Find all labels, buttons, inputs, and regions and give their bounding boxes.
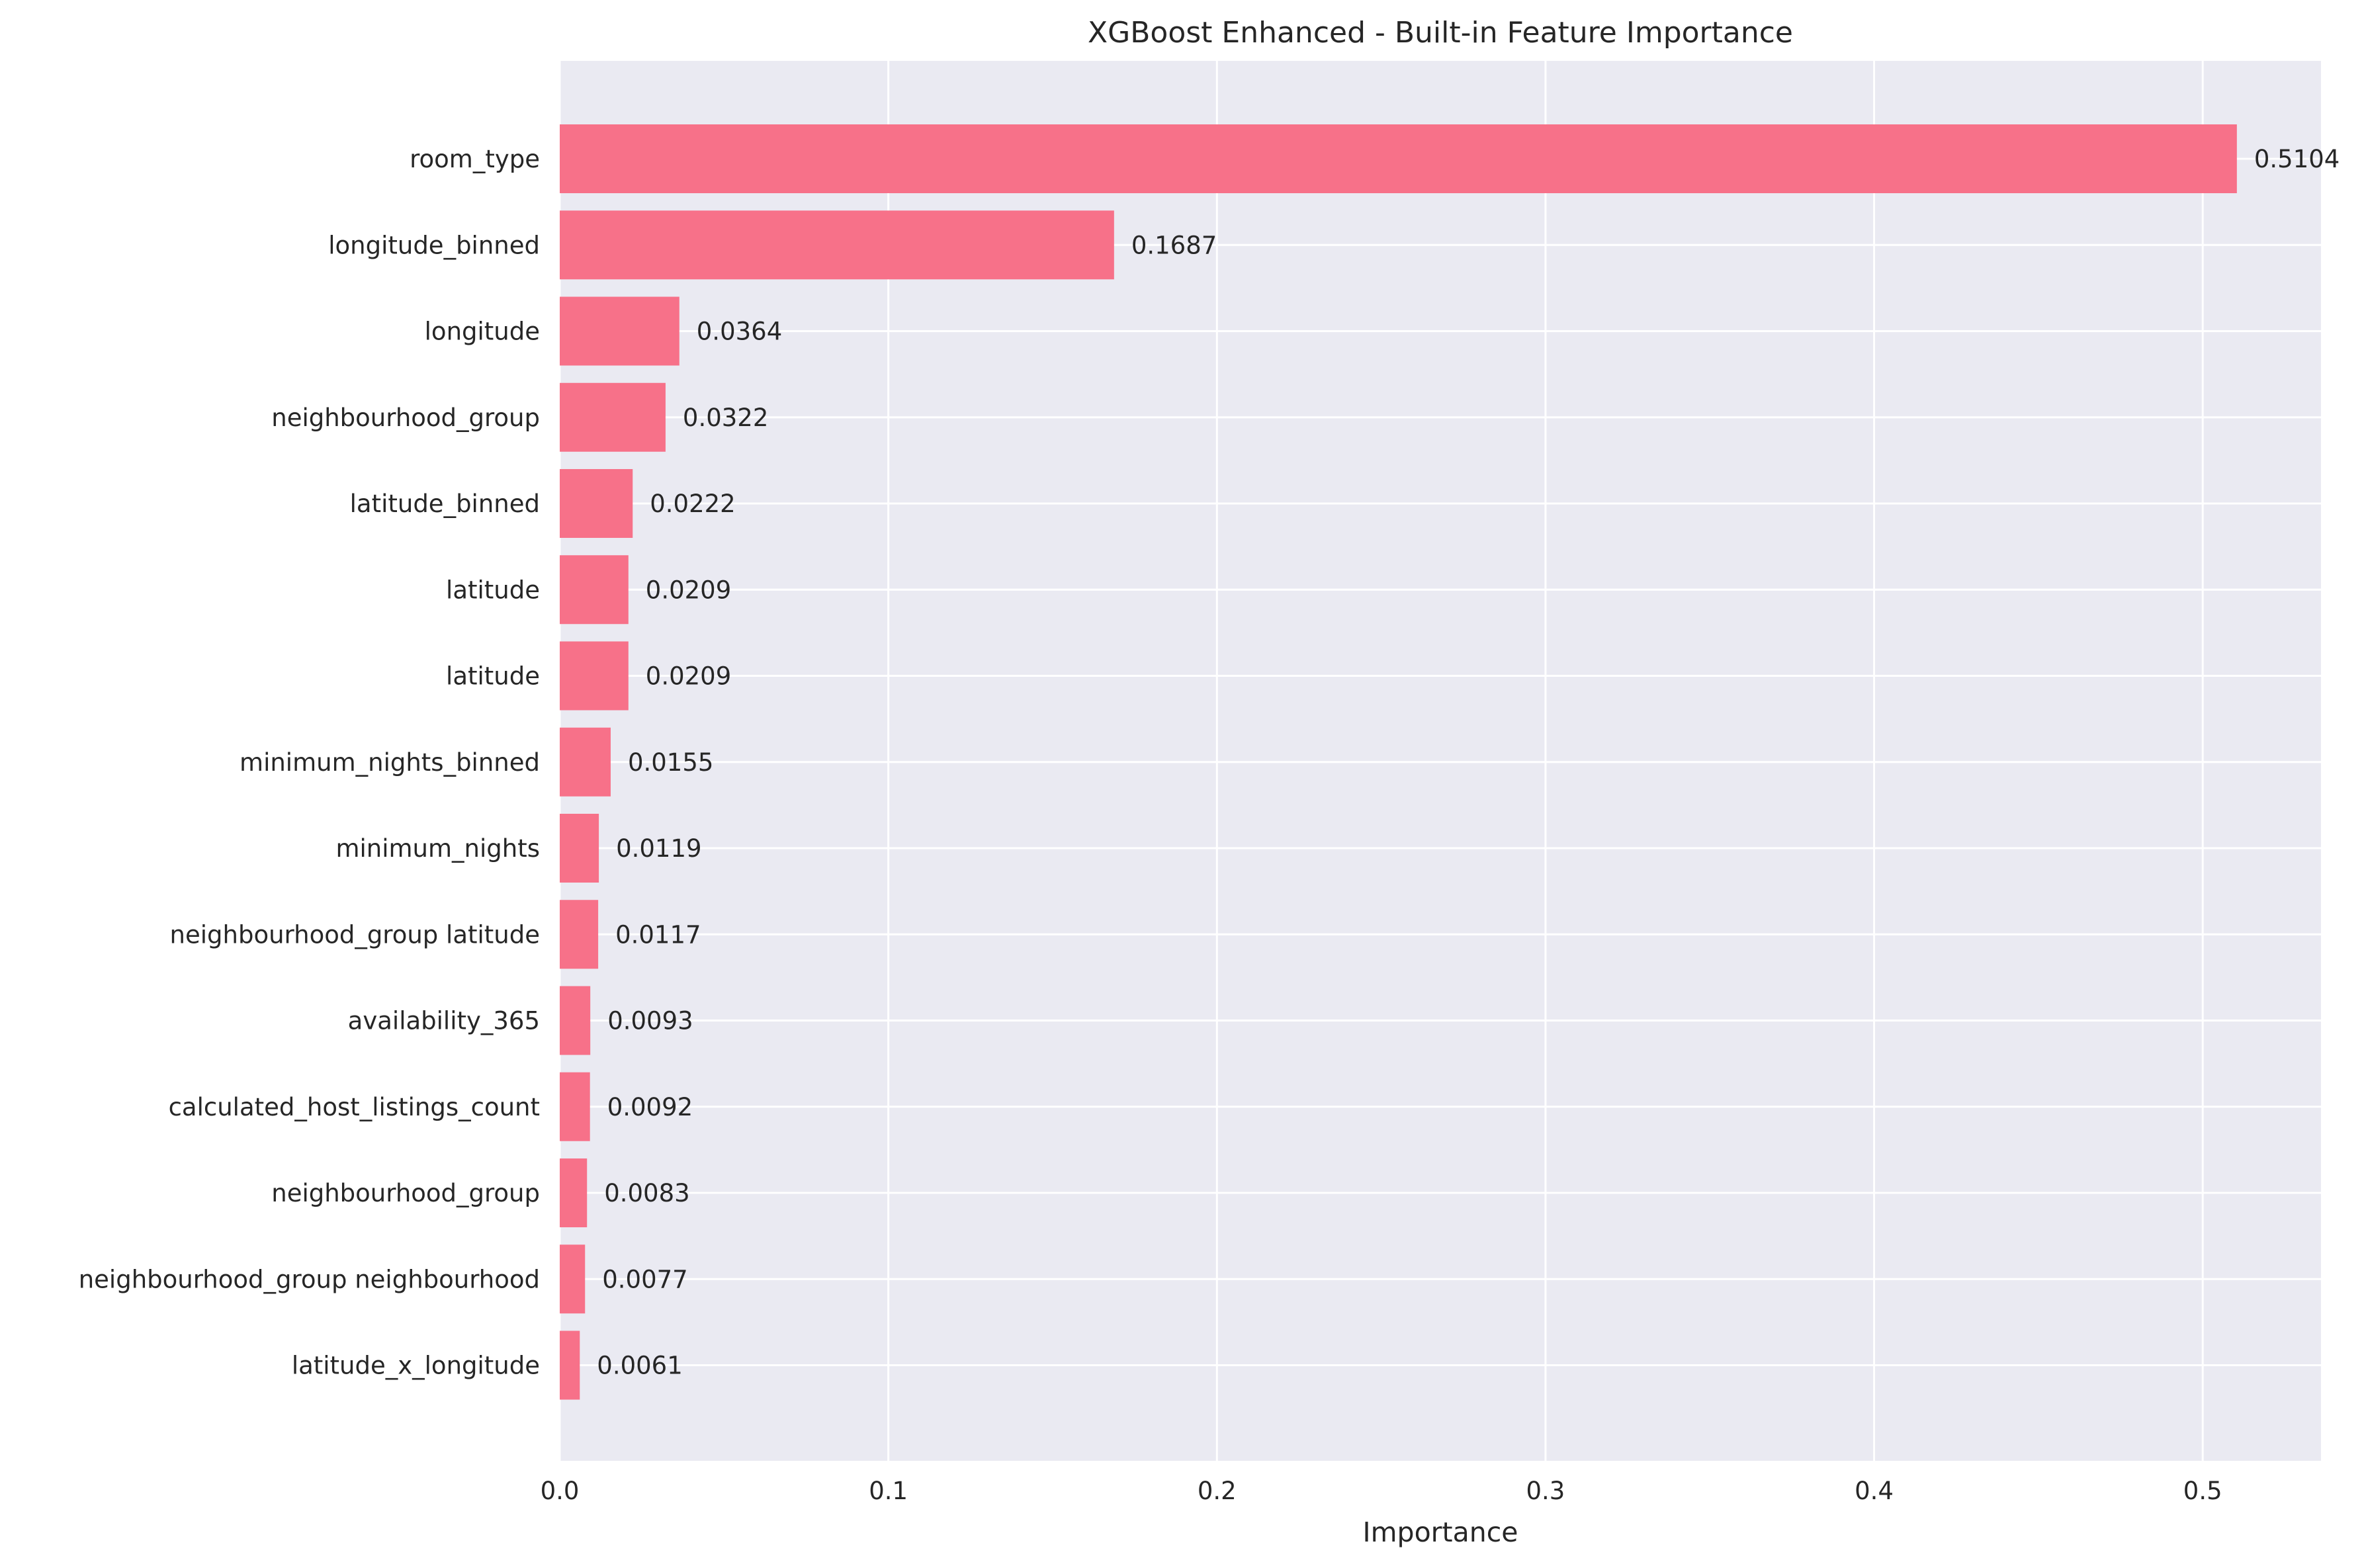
category-label: longitude	[425, 318, 540, 346]
bar	[560, 814, 599, 883]
bar-value-label: 0.0119	[616, 834, 701, 863]
bar	[560, 555, 629, 625]
bar-value-label: 0.0209	[646, 576, 731, 604]
x-tick-labels: 0.0 0.1 0.2 0.3 0.4 0.5	[541, 1477, 2222, 1505]
category-label: latitude_x_longitude	[292, 1352, 540, 1380]
category-label: neighbourhood_group latitude	[170, 920, 540, 949]
x-tick-label: 0.3	[1526, 1477, 1565, 1505]
x-tick-label: 0.4	[1855, 1477, 1894, 1505]
category-label: minimum_nights	[335, 834, 540, 863]
bar-value-label: 0.0061	[597, 1352, 682, 1380]
bar	[560, 210, 1114, 280]
bars	[560, 124, 2237, 1400]
bar	[560, 986, 591, 1055]
bar-value-label: 0.0209	[646, 662, 731, 691]
bar-value-label: 0.0364	[697, 318, 782, 346]
plot-area	[560, 61, 2321, 1461]
bar-value-label: 0.0092	[607, 1093, 693, 1121]
bar-value-label: 0.0155	[628, 748, 713, 777]
bar	[560, 1072, 590, 1141]
bar-value-label: 0.0117	[615, 920, 701, 949]
category-label: calculated_host_listings_count	[169, 1093, 540, 1121]
x-axis-title: Importance	[1363, 1516, 1518, 1548]
x-tick-label: 0.1	[869, 1477, 908, 1505]
chart-title: XGBoost Enhanced - Built-in Feature Impo…	[1088, 16, 1793, 50]
x-tick-label: 0.2	[1198, 1477, 1237, 1505]
category-label: minimum_nights_binned	[240, 748, 540, 777]
value-labels: 0.5104 0.1687 0.0364 0.0322 0.0222 0.0209 0.02…	[597, 145, 2340, 1380]
category-label: longitude_binned	[328, 231, 540, 259]
bar-value-label: 0.0322	[683, 404, 768, 432]
bar-value-label: 0.0077	[602, 1265, 687, 1293]
category-label: latitude_binned	[350, 490, 540, 518]
bar	[560, 727, 611, 797]
bar	[560, 900, 599, 969]
bar-value-label: 0.5104	[2254, 145, 2340, 173]
bar-value-label: 0.0093	[607, 1007, 693, 1035]
bar	[560, 641, 629, 711]
bar	[560, 382, 666, 452]
category-label: latitude	[446, 662, 540, 691]
bar	[560, 1158, 588, 1227]
bar	[560, 124, 2237, 193]
x-tick-label: 0.0	[541, 1477, 580, 1505]
category-label: latitude	[446, 576, 540, 604]
bar	[560, 296, 679, 366]
bar	[560, 1330, 580, 1400]
bar-value-label: 0.1687	[1131, 231, 1217, 259]
category-label: availability_365	[348, 1007, 540, 1035]
category-label: room_type	[410, 145, 540, 173]
bar	[560, 469, 633, 538]
bar-value-label: 0.0083	[604, 1179, 689, 1207]
category-label: neighbourhood_group	[271, 404, 540, 432]
bar	[560, 1244, 586, 1314]
category-label: neighbourhood_group	[271, 1179, 540, 1207]
category-label: neighbourhood_group neighbourhood	[79, 1265, 540, 1293]
bar-value-label: 0.0222	[650, 490, 735, 518]
category-labels: room_type longitude_binned longitude neighb…	[79, 145, 540, 1380]
x-tick-label: 0.5	[2183, 1477, 2222, 1505]
